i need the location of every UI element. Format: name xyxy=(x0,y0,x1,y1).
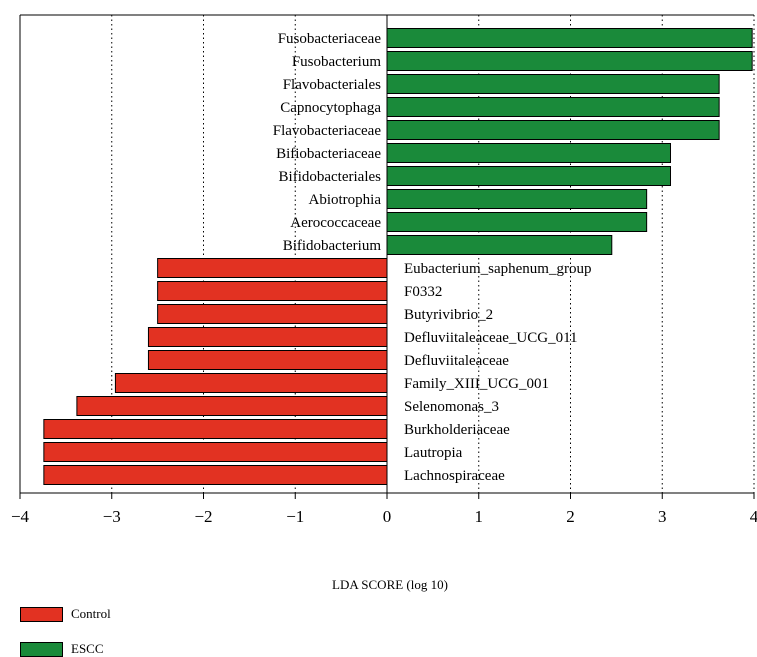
bar-Fusobacterium xyxy=(386,51,753,71)
bar-label: Flavobacteriales xyxy=(283,77,381,93)
bar-Abiotrophia xyxy=(386,189,648,209)
legend-item-control: Control xyxy=(20,606,111,622)
bar-Fusobacteriaceae xyxy=(386,28,753,48)
bar-Defluviitaleaceae_UCG_011 xyxy=(147,327,388,347)
bar-label: Fusobacterium xyxy=(292,54,381,70)
bar-label: Defluviitaleaceae xyxy=(404,353,509,369)
bar-labels: Fusobacteriaceae Fusobacterium Flavobacter… xyxy=(273,31,592,484)
x-tick-label: −2 xyxy=(194,507,212,526)
x-axis: −4 −3 −2 −1 0 1 2 3 4 xyxy=(11,14,757,526)
bar-Bifiobacteriaceae xyxy=(386,143,672,163)
bar-Bifidobacterium xyxy=(386,235,613,255)
bar-label: Capnocytophaga xyxy=(280,100,381,116)
bar-label: Bifiobacteriaceae xyxy=(276,146,381,162)
bar-label: Butyrivibrio_2 xyxy=(404,307,493,323)
x-tick-label: −1 xyxy=(286,507,304,526)
lda-bar-chart: Fusobacteriaceae Fusobacterium Flavobacter… xyxy=(11,14,757,592)
bar-label: Defluviitaleaceae_UCG_011 xyxy=(404,330,578,346)
x-tick-label: 2 xyxy=(566,507,575,526)
bar-label: Lachnospiraceae xyxy=(404,468,505,484)
legend-swatch-escc xyxy=(20,641,63,657)
bar-label: Family_XIII_UCG_001 xyxy=(404,376,549,392)
bar-label: Eubacterium_saphenum_group xyxy=(404,261,591,277)
bar-label: Burkholderiaceae xyxy=(404,422,510,438)
bar-Capnocytophaga xyxy=(386,97,720,117)
legend-label-control: Control xyxy=(71,606,111,621)
legend-swatch-control xyxy=(20,606,63,622)
x-tick-label: −4 xyxy=(11,507,30,526)
legend-item-escc: ESCC xyxy=(20,641,104,657)
bar-Selenomonas_3 xyxy=(76,396,388,416)
bar-Flavobacteriaceae xyxy=(386,120,720,140)
bar-label: F0332 xyxy=(404,284,442,300)
x-tick-label: 3 xyxy=(658,507,667,526)
bar-Lachnospiraceae xyxy=(43,465,388,485)
bars xyxy=(43,28,753,485)
bar-label: Aerococcaceae xyxy=(290,215,381,231)
bar-Family_XIII_UCG_001 xyxy=(114,373,388,393)
legend-label-escc: ESCC xyxy=(71,641,104,656)
bar-label: Flavobacteriaceae xyxy=(273,123,382,139)
bar-label: Bifidobacterium xyxy=(283,238,382,254)
bar-label: Abiotrophia xyxy=(309,192,382,208)
bar-Burkholderiaceae xyxy=(43,419,388,439)
x-tick-label: 4 xyxy=(750,507,757,526)
bar-Eubacterium_saphenum_group xyxy=(157,258,388,278)
bar-Butyrivibrio_2 xyxy=(157,304,388,324)
bar-Aerococcaceae xyxy=(386,212,648,232)
bar-label: Bifidobacteriales xyxy=(279,169,382,185)
bar-label: Lautropia xyxy=(404,445,463,461)
bar-label: Selenomonas_3 xyxy=(404,399,499,415)
x-tick-label: 1 xyxy=(475,507,484,526)
bar-Bifidobacteriales xyxy=(386,166,672,186)
bar-Lautropia xyxy=(43,442,388,462)
x-tick-label: 0 xyxy=(383,507,392,526)
bar-Flavobacteriales xyxy=(386,74,720,94)
x-axis-label: LDA SCORE (log 10) xyxy=(332,577,448,592)
x-tick-label: −3 xyxy=(103,507,121,526)
bar-Defluviitaleaceae xyxy=(147,350,388,370)
bar-F0332 xyxy=(157,281,388,301)
bar-label: Fusobacteriaceae xyxy=(278,31,382,47)
